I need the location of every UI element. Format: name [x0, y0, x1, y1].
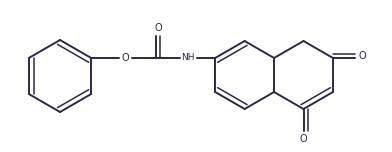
- Text: O: O: [122, 53, 129, 63]
- Text: NH: NH: [181, 54, 195, 62]
- Text: O: O: [154, 23, 162, 33]
- Text: O: O: [300, 134, 307, 144]
- Text: O: O: [358, 51, 366, 61]
